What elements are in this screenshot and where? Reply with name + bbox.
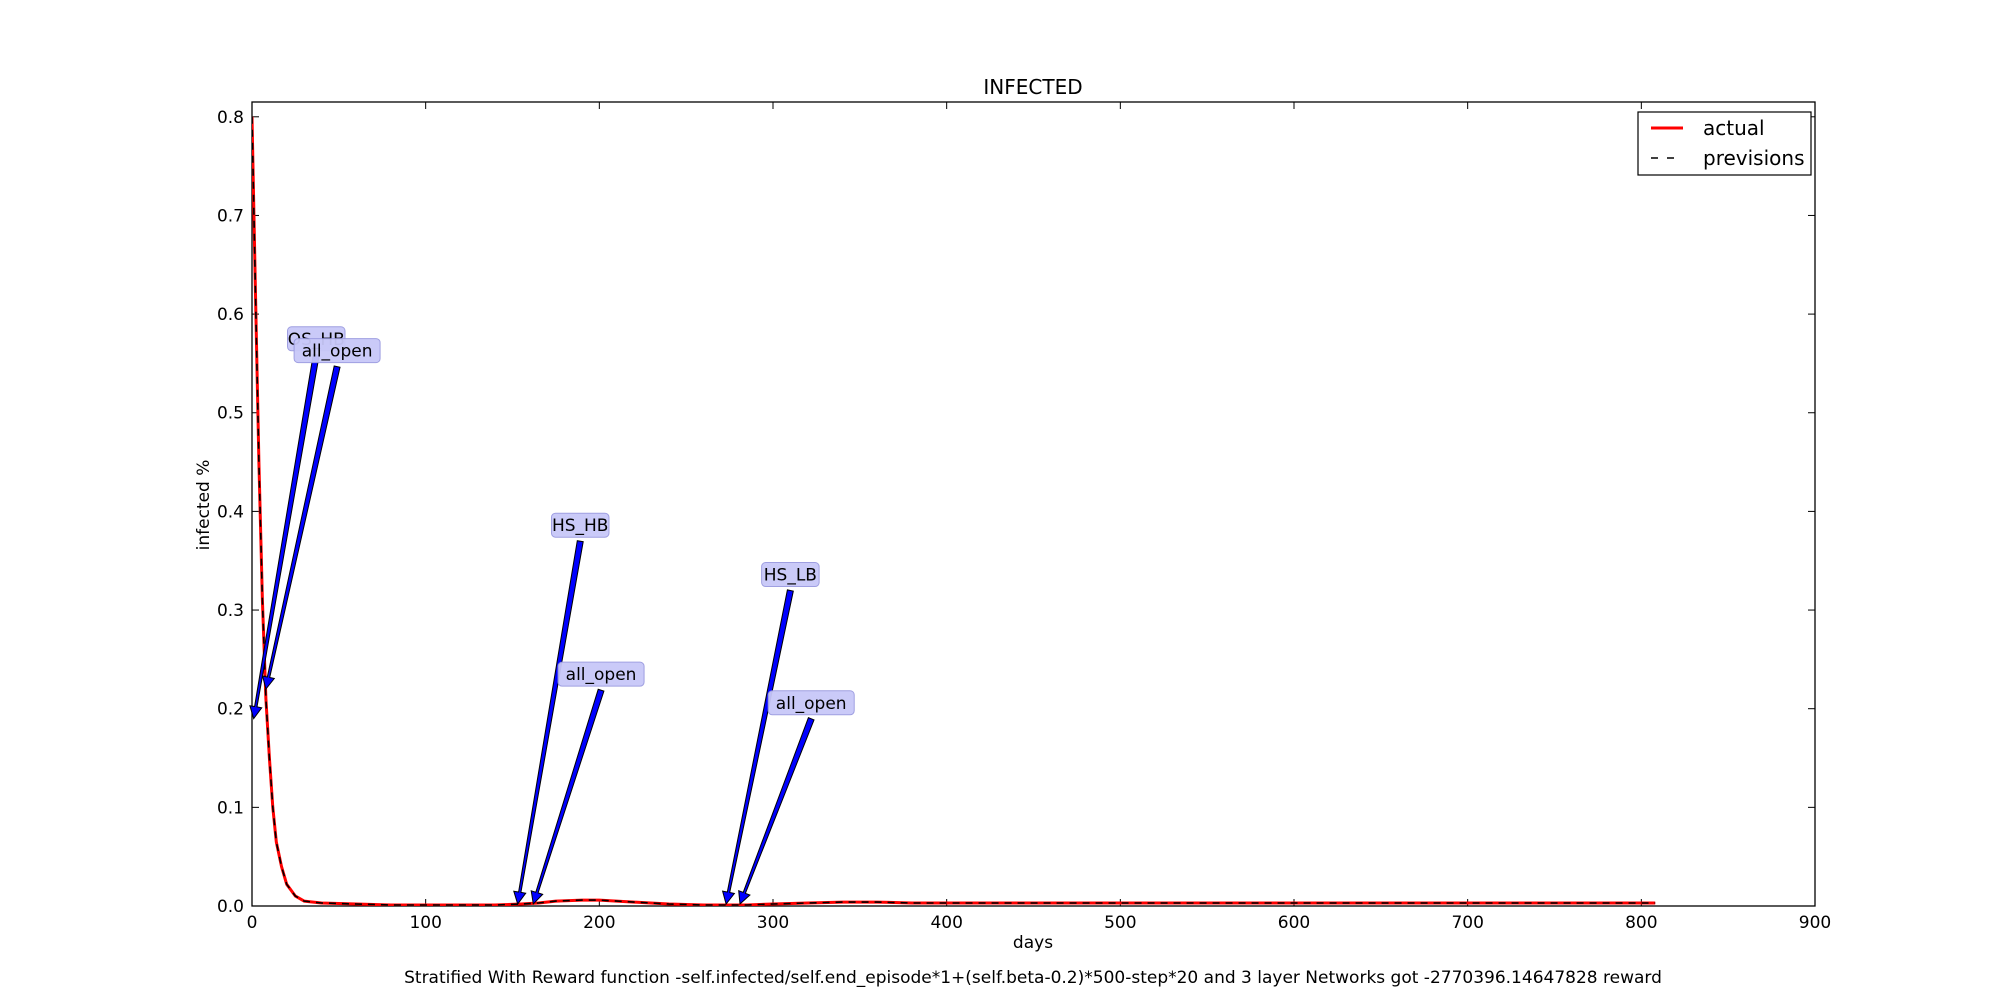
annotation-label: all_open (566, 665, 637, 685)
y-tick-label: 0.3 (217, 601, 244, 621)
annotation-label: all_open (302, 342, 373, 362)
series-line-previsions (252, 116, 1656, 906)
annotation-box (557, 661, 645, 687)
annotation-label: HS_LB (764, 566, 817, 586)
x-axis-label: days (1013, 933, 1053, 953)
x-tick-label: 800 (1625, 913, 1657, 933)
chart-caption: Stratified With Reward function -self.in… (404, 968, 1662, 988)
annotation-label: all_open (776, 694, 847, 714)
annotation-arrow (721, 589, 794, 906)
annotation-arrow (513, 540, 584, 906)
annotation-arrow (261, 365, 341, 691)
y-tick-label: 0.6 (217, 305, 244, 325)
x-tick-label: 500 (1104, 913, 1136, 933)
chart-title: INFECTED (983, 75, 1082, 99)
y-tick-label: 0.5 (217, 404, 244, 424)
x-tick-label: 900 (1799, 913, 1831, 933)
x-tick-label: 200 (583, 913, 615, 933)
x-tick-label: 300 (757, 913, 789, 933)
y-tick-label: 0.2 (217, 700, 244, 720)
annotation-box (550, 512, 610, 538)
annotation-box (767, 690, 855, 716)
annotation-box (293, 338, 381, 364)
legend-label-actual: actual (1703, 116, 1765, 140)
annotation-arrow (530, 688, 605, 906)
annotation-label: HS_HB (552, 516, 609, 536)
annotation-box (761, 562, 820, 588)
x-tick-label: 0 (247, 913, 258, 933)
y-axis-label: infected % (194, 460, 214, 551)
y-tick-label: 0.0 (217, 897, 244, 917)
series-line-actual (252, 116, 1656, 906)
legend-box (1637, 111, 1812, 176)
annotation-arrow (738, 717, 815, 906)
y-tick-label: 0.1 (217, 798, 244, 818)
annotation-arrow (249, 353, 320, 720)
y-tick-label: 0.4 (217, 502, 244, 522)
x-tick-label: 100 (409, 913, 441, 933)
x-tick-label: 600 (1278, 913, 1310, 933)
x-tick-label: 700 (1451, 913, 1483, 933)
x-tick-label: 400 (930, 913, 962, 933)
y-tick-label: 0.7 (217, 206, 244, 226)
legend-label-previsions: previsions (1703, 146, 1804, 170)
plot-frame (251, 101, 1816, 907)
y-tick-label: 0.8 (217, 108, 244, 128)
